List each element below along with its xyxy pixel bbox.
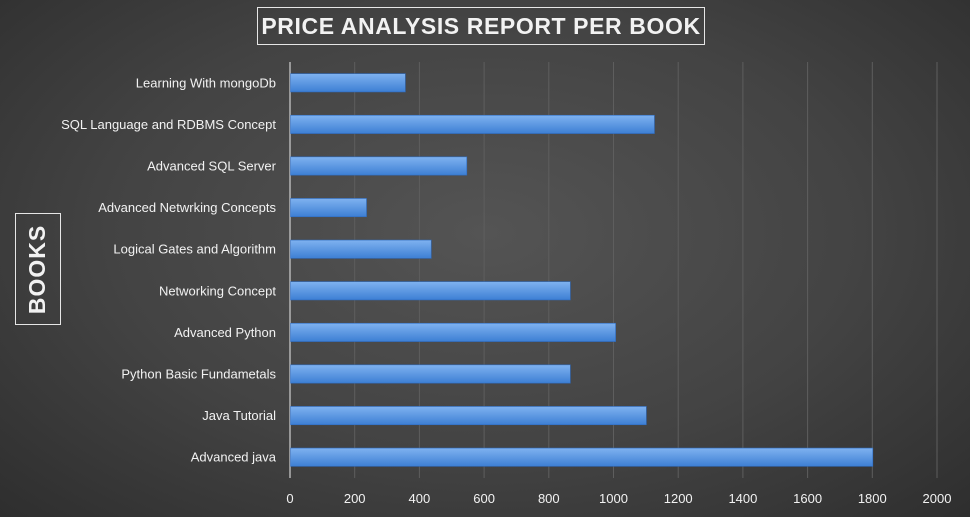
bar <box>290 198 367 218</box>
category-label: Learning With mongoDb <box>136 75 276 90</box>
y-axis-label-box: BOOKS <box>15 213 61 325</box>
x-tick-label: 0 <box>286 491 293 506</box>
category-label: Python Basic Fundametals <box>121 367 276 382</box>
x-tick-label: 1800 <box>858 491 887 506</box>
bar <box>290 156 468 176</box>
chart-title: PRICE ANALYSIS REPORT PER BOOK <box>261 12 701 39</box>
category-label: Logical Gates and Algorithm <box>113 242 276 257</box>
category-label: Advanced java <box>191 450 277 465</box>
chart-title-box: PRICE ANALYSIS REPORT PER BOOK <box>257 7 705 45</box>
x-tick-label: 1200 <box>664 491 693 506</box>
category-label: Networking Concept <box>159 283 276 298</box>
bar <box>290 406 647 426</box>
bar <box>290 281 571 301</box>
category-label: Advanced SQL Server <box>147 159 277 174</box>
bars <box>290 73 874 467</box>
x-tick-label: 1600 <box>793 491 822 506</box>
bar <box>290 73 406 93</box>
category-label: Java Tutorial <box>202 408 276 423</box>
x-tick-label: 200 <box>344 491 366 506</box>
bar <box>290 364 571 384</box>
bar <box>290 114 655 134</box>
x-tick-label: 600 <box>473 491 495 506</box>
category-label: Advanced Python <box>174 325 276 340</box>
category-labels: Learning With mongoDb SQL Language and RD… <box>61 75 277 464</box>
category-label: SQL Language and RDBMS Concept <box>61 117 276 132</box>
bar <box>290 447 874 467</box>
x-tick-label: 400 <box>409 491 431 506</box>
x-tick-label: 800 <box>538 491 560 506</box>
x-tick-labels: 0 200 400 600 800 1000 1200 1400 1600 1800 2000 <box>286 491 951 506</box>
bar <box>290 239 432 259</box>
x-tick-label: 1000 <box>599 491 628 506</box>
x-tick-label: 2000 <box>923 491 952 506</box>
bar <box>290 322 616 342</box>
x-tick-label: 1400 <box>728 491 757 506</box>
category-label: Advanced Netwrking Concepts <box>98 200 276 215</box>
